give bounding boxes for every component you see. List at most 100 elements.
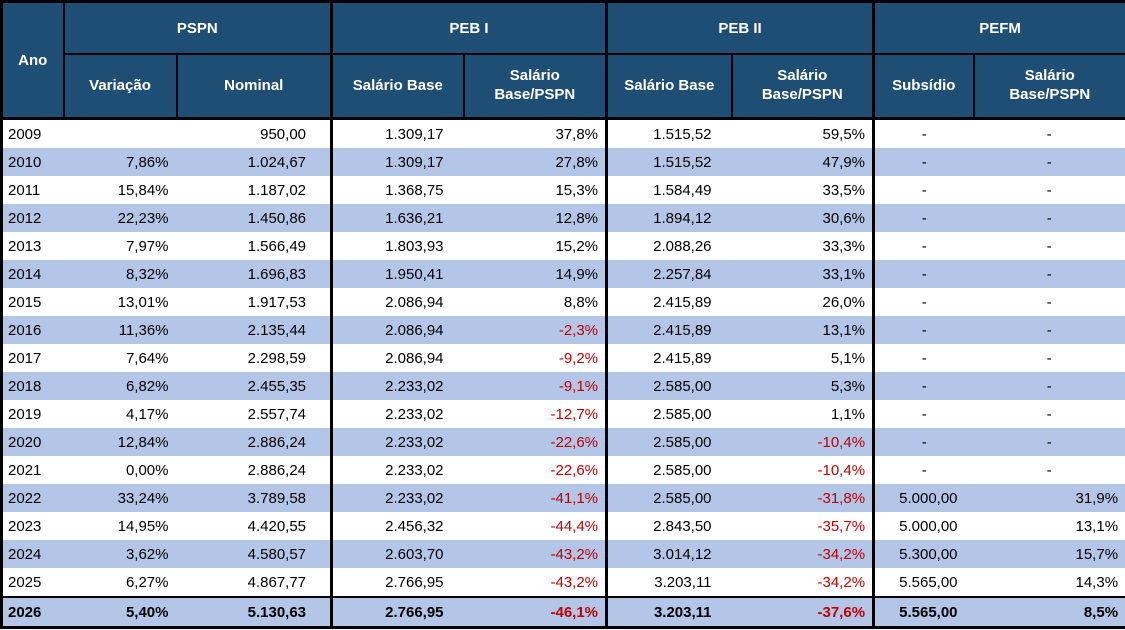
header-group-row: Ano PSPN PEB I PEB II PEFM (0, 0, 1125, 120)
cell-pebii-salario-base: 2.415,89 (605, 316, 732, 344)
cell-pefm-subsidio: 5.000,00 (872, 484, 974, 512)
header-label: Salário Base/PSPN (1009, 67, 1091, 103)
cell-pspn-variacao: 7,64% (125, 349, 169, 367)
cell-pebii-base-pspn: 1,1% (830, 405, 866, 423)
cell-pefm-subsidio: - (872, 316, 974, 344)
header-sub-row: Variação Nominal Salário Base Salário Ba… (2, 53, 1125, 120)
cell-pebii-base-pspn: 13,1% (731, 316, 874, 344)
cell-pebii-salario-base: 2.585,00 (605, 372, 732, 400)
table-row: 2011 15,84% 1.187,02 1.368,75 15,3% 1.584,49 3… (2, 176, 1125, 204)
cell-ano: 2015 (8, 293, 42, 311)
header-pefm-subsidio: Subsídio (872, 53, 975, 120)
cell-pspn-nominal: 1.917,53 (247, 293, 307, 311)
cell-pebi-salario-base: 2.766,95 (330, 596, 464, 628)
table-row: 2014 8,32% 1.696,83 1.950,41 14,9% 2.257,84 33… (1, 260, 1125, 288)
cell-pebi-base-pspn: -2,3% (463, 316, 607, 344)
cell-pebii-salario-base: 2.415,89 (605, 288, 732, 316)
header-group-pefm: PEFM (872, 0, 1125, 55)
cell-pspn-variacao: 22,23% (63, 204, 177, 232)
cell-pspn-nominal: 4.420,55 (247, 517, 307, 535)
cell-pspn-nominal: 3.789,58 (176, 484, 332, 512)
cell-pefm-subsidio: - (872, 260, 974, 288)
cell-pspn-nominal: 5.130,63 (176, 596, 332, 628)
cell-pspn-nominal: 4.580,57 (176, 540, 332, 568)
header-label: Nominal (224, 76, 284, 94)
cell-pefm-base-pspn: 31,9% (973, 484, 1125, 512)
cell-pebii-salario-base: 3.203,11 (605, 568, 732, 597)
header-label: Salário Base/PSPN (761, 67, 843, 103)
cell-pspn-variacao: 33,24% (63, 484, 177, 512)
cell-ano: 2026 (1, 596, 64, 628)
cell-pspn-variacao: 11,36% (63, 316, 177, 344)
cell-pebi-salario-base: 2.233,02 (330, 400, 464, 428)
table-row: 2020 12,84% 2.886,24 2.233,02 -22,6% 2.585,00… (1, 428, 1125, 456)
cell-pspn-nominal: 1.450,86 (176, 204, 332, 232)
cell-pebii-base-pspn: -10,4% (731, 428, 874, 456)
cell-pspn-nominal: 950,00 (260, 125, 307, 143)
cell-pebii-base-pspn: 5,1% (830, 349, 866, 367)
cell-pefm-base-pspn: - (1046, 125, 1052, 143)
table-row: 2021 0,00% 2.886,24 2.233,02 -22,6% 2.585,00 -… (2, 456, 1125, 484)
cell-pebi-base-pspn: -12,7% (550, 405, 599, 423)
cell-pebi-salario-base: 2.233,02 (330, 428, 464, 456)
cell-pefm-subsidio: - (872, 456, 974, 484)
cell-pebii-salario-base: 2.843,50 (605, 512, 732, 540)
cell-pefm-subsidio: - (872, 176, 974, 204)
cell-pefm-base-pspn: - (1046, 349, 1052, 367)
table-row: 2019 4,17% 2.557,74 2.233,02 -12,7% 2.585,00 1… (2, 400, 1125, 428)
cell-pebii-salario-base: 2.257,84 (605, 260, 732, 288)
cell-pefm-base-pspn: - (1046, 181, 1052, 199)
cell-pebii-base-pspn: 59,5% (822, 125, 866, 143)
table-row: 2012 22,23% 1.450,86 1.636,21 12,8% 1.894,12 3… (1, 204, 1125, 232)
cell-ano: 2009 (8, 125, 42, 143)
cell-pefm-subsidio: - (872, 118, 974, 148)
cell-pspn-nominal: 1.024,67 (176, 148, 332, 176)
cell-ano: 2013 (8, 237, 42, 255)
cell-ano: 2025 (8, 573, 42, 591)
cell-ano: 2012 (1, 204, 64, 232)
cell-pspn-variacao: 15,84% (117, 181, 169, 199)
cell-pebi-base-pspn: -22,6% (550, 461, 599, 479)
cell-pefm-base-pspn: 13,1% (1075, 517, 1119, 535)
cell-pspn-variacao: 8,32% (63, 260, 177, 288)
cell-pebi-salario-base: 2.233,02 (330, 456, 464, 484)
cell-pspn-nominal: 2.886,24 (176, 428, 332, 456)
cell-pebi-base-pspn: -9,2% (558, 349, 599, 367)
table-row: 2025 6,27% 4.867,77 2.766,95 -43,2% 3.203,11 -… (2, 568, 1125, 597)
table-body: 2009 950,00 1.309,17 37,8% 1.515,52 59,5% - -20… (1, 118, 1125, 628)
cell-pebii-salario-base: 1.515,52 (605, 118, 732, 148)
cell-pebi-base-pspn: 12,8% (463, 204, 607, 232)
cell-pspn-variacao: 4,17% (125, 405, 169, 423)
cell-pefm-subsidio: - (872, 204, 974, 232)
cell-pefm-base-pspn: 8,5% (973, 596, 1125, 628)
cell-pebii-base-pspn: 26,0% (822, 293, 866, 311)
cell-pebii-salario-base: 1.584,49 (605, 176, 732, 204)
header-pspn-nominal: Nominal (175, 53, 333, 120)
cell-pefm-subsidio: 5.565,00 (872, 596, 974, 628)
cell-pebi-salario-base: 2.086,94 (330, 288, 464, 316)
cell-pspn-variacao: 14,95% (117, 517, 169, 535)
table-row: 2010 7,86% 1.024,67 1.309,17 27,8% 1.515,52 47… (1, 148, 1125, 176)
cell-pspn-nominal: 4.867,77 (247, 573, 307, 591)
cell-pebii-base-pspn: 33,1% (731, 260, 874, 288)
cell-pefm-subsidio: - (872, 344, 974, 372)
cell-pebii-salario-base: 1.515,52 (605, 148, 732, 176)
cell-pebi-base-pspn: -9,1% (463, 372, 607, 400)
cell-pebii-salario-base: 2.415,89 (605, 344, 732, 372)
cell-pebii-salario-base: 3.014,12 (605, 540, 732, 568)
cell-pefm-base-pspn: 14,3% (1075, 573, 1119, 591)
cell-pspn-variacao: 3,62% (63, 540, 177, 568)
table-row: 2013 7,97% 1.566,49 1.803,93 15,2% 2.088,26 33… (2, 232, 1125, 260)
cell-pspn-nominal: 2.135,44 (176, 316, 332, 344)
cell-pefm-base-pspn: - (973, 372, 1125, 400)
header-label: Salário Base/PSPN (494, 67, 576, 103)
header-label: Variação (89, 76, 151, 94)
cell-ano: 2010 (1, 148, 64, 176)
cell-pebii-base-pspn: 33,3% (822, 237, 866, 255)
cell-pebi-salario-base: 1.950,41 (330, 260, 464, 288)
cell-pebi-base-pspn: 8,8% (563, 293, 599, 311)
table-row: 2017 7,64% 2.298,59 2.086,94 -9,2% 2.415,89 5,… (2, 344, 1125, 372)
cell-pebi-base-pspn: 37,8% (555, 125, 599, 143)
cell-ano: 2011 (8, 181, 41, 199)
